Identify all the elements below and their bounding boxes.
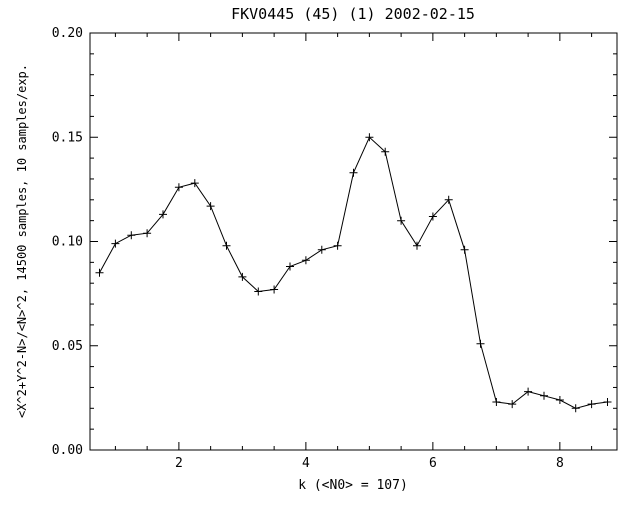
axes	[89, 32, 618, 451]
series-line	[99, 136, 608, 409]
axis-ticks	[90, 32, 617, 451]
y-axis-label: <X^2+Y^2-N>/<N>^2, 14500 samples, 10 sam…	[15, 64, 29, 418]
x-tick-label: 2	[175, 456, 183, 471]
series-plus-markers	[95, 133, 612, 413]
plot-box	[89, 32, 618, 451]
data-series	[95, 133, 612, 413]
y-tick-label: 0.20	[52, 26, 83, 41]
y-tick-label: 0.00	[52, 443, 83, 458]
y-tick-label: 0.10	[52, 235, 83, 250]
x-tick-label: 8	[556, 456, 564, 471]
chart-title: FKV0445 (45) (1) 2002-02-15	[231, 5, 475, 23]
tick-labels: 2 4 6 8 0.00 0.05 0.10 0.15 0.20	[52, 26, 564, 471]
y-tick-label: 0.15	[52, 130, 83, 145]
x-tick-label: 6	[429, 456, 437, 471]
x-axis-label: k (<N0> = 107)	[298, 478, 408, 493]
y-tick-label: 0.05	[52, 339, 83, 354]
x-tick-label: 4	[302, 456, 310, 471]
